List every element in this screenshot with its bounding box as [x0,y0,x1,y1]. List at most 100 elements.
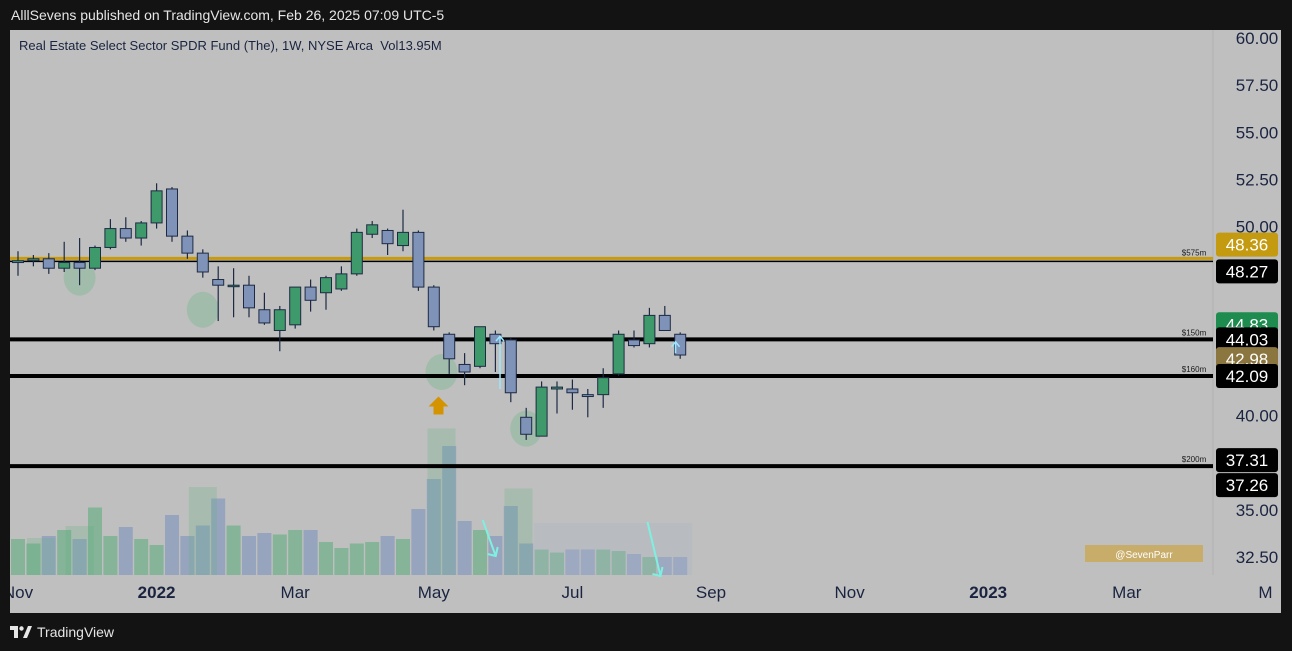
volume-bar [11,539,25,575]
candle-body[interactable] [135,222,148,239]
y-tick-label: 60.00 [1236,30,1279,48]
candle-body[interactable] [42,258,55,269]
volume-bar [642,557,657,575]
candle-body[interactable] [474,326,486,367]
volume-bar [611,551,626,575]
price-label: 42.09 [1226,367,1269,386]
volume-bar [426,479,441,575]
candle-body[interactable] [397,231,409,247]
tradingview-logo-icon [10,626,32,638]
candle-body[interactable] [551,386,563,390]
volume-bar [565,549,580,575]
candle-body[interactable] [520,416,533,435]
x-tick-label: May [418,583,451,602]
candle-body[interactable] [304,286,317,301]
candle-body[interactable] [566,388,579,394]
candle-body[interactable] [628,339,640,347]
candle-body[interactable] [581,394,594,398]
down-arrow-icon [481,519,497,557]
candle-body[interactable] [27,258,40,262]
candle-body[interactable] [104,228,117,248]
candle-body[interactable] [489,333,502,345]
candle-body[interactable] [674,333,687,356]
price-label: 48.27 [1226,262,1269,281]
volume-bar [118,527,133,575]
volume-bar [534,549,549,575]
candle-body[interactable] [273,309,286,331]
volume-label: Vol [380,38,399,53]
candle-body[interactable] [212,279,225,286]
tradingview-logo[interactable]: TradingView [10,624,114,640]
candle-body[interactable] [181,235,194,254]
candle-body[interactable] [335,273,348,290]
candle-body[interactable] [227,284,240,288]
down-arrow-icon [646,521,662,577]
publisher-line: AlllSevens published on TradingView.com,… [11,7,445,23]
y-tick-label: 57.50 [1236,76,1279,95]
candle-body[interactable] [366,224,379,235]
volume-bar [57,530,72,575]
up-arrow-head-icon [670,340,681,348]
volume-bar [380,536,395,575]
volume-bar [673,557,688,575]
candle-body[interactable] [427,286,440,328]
candle-body[interactable] [350,231,363,275]
candle-body[interactable] [58,262,71,269]
candle-body[interactable] [412,231,425,288]
candle-body[interactable] [119,228,132,239]
volume-bar [596,549,611,575]
down-arrow-head-icon [652,566,664,578]
candle-body[interactable] [258,309,271,324]
candle-body[interactable] [320,277,332,294]
chart-title: Real Estate Select Sector SPDR Fund (The… [19,38,442,53]
candle-body[interactable] [166,188,178,237]
volume-bar [26,543,41,575]
x-tick-label: Mar [1112,583,1142,602]
candle-body[interactable] [658,314,671,331]
volume-bar [349,543,364,575]
volume-bar [365,542,380,575]
y-tick-label: 35.00 [1236,501,1279,520]
volume-bar [411,509,426,575]
up-arrow-head-icon [495,334,505,342]
price-label: 44.03 [1226,330,1269,349]
candle-body[interactable] [289,286,302,326]
x-tick-label: 2023 [969,583,1007,602]
footer-bar: TradingView [0,614,1292,651]
volume-bar [242,536,256,575]
candle-body[interactable] [196,252,209,273]
y-tick-label: 32.50 [1236,548,1279,567]
level-tag: $200m [1182,455,1207,464]
candle-body[interactable] [89,246,101,269]
candlestick-chart[interactable]: 60.0057.5055.0052.5050.0047.5045.0042.50… [10,30,1281,613]
price-label-box [1216,363,1278,388]
candle-body[interactable] [443,333,456,360]
price-label: 48.36 [1226,236,1269,255]
volume-bar [41,536,56,575]
volume-bar [165,515,179,575]
candle-body[interactable] [535,386,548,437]
volume-highlight [65,526,94,575]
candle-body[interactable] [243,284,255,309]
volume-bar [88,507,102,575]
brand-label: TradingView [37,624,115,640]
candle-body[interactable] [643,314,656,345]
price-label-box [1216,259,1278,284]
candle-body[interactable] [597,377,610,396]
highlight-circle [186,291,219,328]
volume-bar [72,539,87,575]
volume-bar [303,530,318,575]
volume-bar [211,498,226,575]
candle-body[interactable] [150,190,163,224]
level-tag: $150m [1182,328,1207,337]
y-tick-label: 50.00 [1236,218,1279,237]
candle-body[interactable] [73,262,86,269]
y-tick-label: 40.00 [1236,406,1279,425]
candle-body[interactable] [612,333,625,375]
candle-body[interactable] [504,339,517,394]
chart-panel[interactable]: 60.0057.5055.0052.5050.0047.5045.0042.50… [10,30,1281,613]
candle-body[interactable] [12,260,24,264]
candle-body[interactable] [458,363,471,373]
candle-body[interactable] [381,229,394,245]
volume-bar [627,554,641,575]
